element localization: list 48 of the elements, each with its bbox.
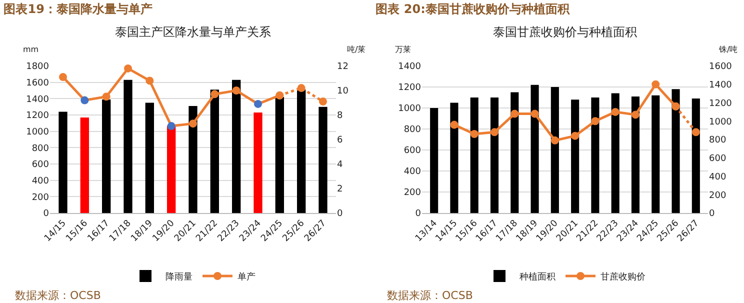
y-tick-label: 1200	[26, 111, 50, 122]
y2-axis-title: 铢/吨	[718, 45, 738, 54]
legend-label: 降雨量	[166, 272, 192, 283]
y-axis-title: 万莱	[395, 45, 411, 54]
y-tick-label: 1400	[398, 62, 422, 72]
y2-tick-label: 1400	[709, 80, 732, 91]
y-tick-label: 1600	[26, 78, 50, 88]
y-tick-label: 1000	[398, 104, 422, 114]
y-tick-label: 200	[404, 188, 422, 198]
source-note: 数据来源：OCSB	[387, 289, 473, 302]
y2-tick-label: 200	[709, 190, 726, 201]
y2-tick-label: 1200	[709, 98, 732, 109]
source-note: 数据来源：OCSB	[15, 289, 101, 302]
y2-tick-label: 800	[709, 136, 726, 146]
y-tick-label: 1200	[398, 83, 422, 94]
y-tick-label: 200	[32, 192, 50, 203]
y-tick-label: 1400	[26, 94, 50, 105]
y-tick-label: 1000	[26, 127, 50, 138]
y2-tick-label: 6	[337, 136, 343, 146]
y-tick-label: 400	[32, 176, 50, 186]
y2-tick-label: 4	[337, 160, 343, 170]
chart-subtitle: 泰国主产区降水量与单产关系	[115, 25, 271, 39]
y-tick-label: 600	[32, 160, 50, 170]
y2-tick-label: 1600	[709, 62, 732, 72]
y2-axis-title: 吨/莱	[347, 45, 366, 54]
y-axis-title: mm	[23, 45, 39, 54]
legend-label: 甘蔗收购价	[600, 272, 646, 283]
y-tick-label: 400	[404, 167, 422, 178]
y-tick-label: 0	[43, 209, 50, 220]
y2-tick-label: 0	[337, 209, 343, 220]
chart-title: 图表 20:泰国甘蔗收购价与种植面积	[376, 2, 570, 16]
y2-tick-label: 0	[709, 209, 715, 220]
y-tick-label: 600	[404, 146, 422, 156]
y-tick-label: 800	[404, 125, 422, 136]
y-tick-label: 1800	[26, 62, 50, 72]
y2-tick-label: 400	[709, 172, 726, 182]
y2-tick-label: 2	[337, 184, 343, 195]
legend-label: 种植面积	[520, 272, 556, 283]
legend-label: 单产	[238, 272, 256, 283]
chart-subtitle: 泰国甘蔗收购价与种植面积	[493, 25, 637, 39]
y2-tick-label: 10	[337, 86, 349, 97]
y-tick-label: 800	[32, 144, 50, 154]
y2-tick-label: 600	[709, 154, 726, 164]
y2-tick-label: 1000	[709, 117, 732, 128]
chart-title: 图表19：泰国降水量与单产	[4, 2, 152, 16]
y2-tick-label: 8	[337, 111, 343, 122]
y2-tick-label: 12	[337, 62, 348, 72]
y-tick-label: 0	[415, 209, 422, 220]
